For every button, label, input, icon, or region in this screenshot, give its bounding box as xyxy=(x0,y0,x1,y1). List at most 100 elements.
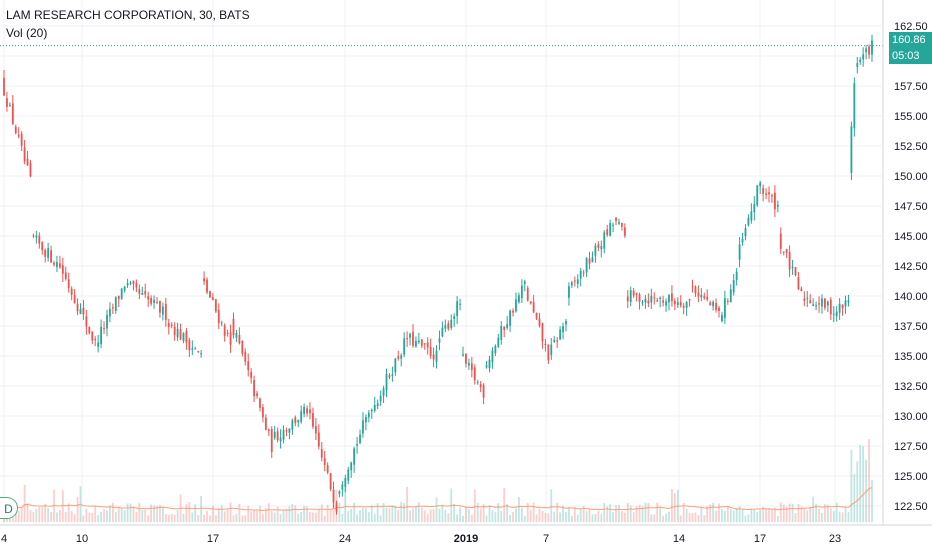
candle-body xyxy=(620,223,623,227)
volume-bar xyxy=(88,512,91,522)
y-tick-label: 125.00 xyxy=(894,471,928,483)
volume-bar xyxy=(17,510,20,522)
candle-body xyxy=(794,267,797,276)
volume-bar xyxy=(729,509,732,522)
candle-body xyxy=(244,351,247,362)
volume-bar xyxy=(856,461,859,522)
candle-body xyxy=(20,133,23,146)
x-tick-label: 14 xyxy=(673,533,685,545)
candle-body xyxy=(485,365,488,368)
volume-bar xyxy=(238,503,241,522)
volume-bar xyxy=(503,487,506,522)
candle-body xyxy=(809,300,812,304)
candle-body xyxy=(715,303,717,310)
volume-bar xyxy=(550,489,553,522)
candle-body xyxy=(135,283,138,288)
volume-bar xyxy=(309,512,311,522)
volume-bar xyxy=(750,508,753,522)
volume-bar xyxy=(741,508,744,522)
y-tick-label: 157.50 xyxy=(894,81,928,93)
volume-bar xyxy=(641,506,644,522)
candle-body xyxy=(188,339,191,351)
volume-bar xyxy=(264,508,267,522)
candle-body xyxy=(706,296,709,300)
y-tick-label: 135.00 xyxy=(894,351,928,363)
candle-body xyxy=(732,280,735,293)
volume-bar xyxy=(256,510,258,522)
candle-body xyxy=(303,406,306,415)
candle-body xyxy=(379,395,382,402)
candle-body xyxy=(535,312,538,319)
candle-body xyxy=(14,126,17,134)
volume-bar xyxy=(600,514,603,522)
candle-body xyxy=(473,367,476,381)
candle-body xyxy=(73,295,76,304)
volume-bar xyxy=(659,507,662,522)
volume-bar xyxy=(370,505,373,522)
volume-bar xyxy=(94,506,97,522)
candle-body xyxy=(832,313,835,315)
volume-bar xyxy=(712,502,715,522)
candle-body xyxy=(791,267,794,269)
dividend-marker[interactable]: D xyxy=(0,497,18,519)
candle-body xyxy=(441,327,444,337)
y-tick-label: 145.00 xyxy=(894,231,928,243)
volume-bar xyxy=(718,503,720,522)
volume-bar xyxy=(465,506,467,522)
candle-body xyxy=(773,192,776,210)
volume-ma-polyline xyxy=(3,487,873,511)
candle-body xyxy=(515,299,517,312)
volume-bar xyxy=(32,511,35,522)
candle-body xyxy=(382,388,385,396)
volume-bar xyxy=(126,503,129,522)
volume-bar xyxy=(279,514,282,522)
volume-bar xyxy=(344,485,347,522)
candle-body xyxy=(76,303,79,312)
volume-bar xyxy=(721,509,723,522)
candle-body xyxy=(370,409,373,412)
candle-body xyxy=(241,340,244,354)
volume-bar xyxy=(785,506,788,522)
candle-body xyxy=(694,286,697,294)
candle-body xyxy=(144,291,147,295)
x-tick-label: 4 xyxy=(1,533,7,545)
candle-body xyxy=(173,326,176,336)
candle-body xyxy=(785,249,788,253)
volume-bar xyxy=(488,505,491,522)
candle-body xyxy=(871,40,873,55)
candle-body xyxy=(47,248,50,258)
candle-body xyxy=(11,103,14,124)
volume-bar xyxy=(135,511,138,522)
candle-body xyxy=(520,285,523,299)
candle-body xyxy=(100,326,103,345)
volume-indicator-label[interactable]: Vol (20) xyxy=(6,26,48,40)
candle-body xyxy=(397,356,400,359)
volume-bar xyxy=(447,513,450,522)
volume-bar xyxy=(597,511,600,522)
volume-bar xyxy=(656,502,659,522)
volume-bar xyxy=(415,506,417,522)
volume-bar xyxy=(185,504,188,522)
candle-body xyxy=(8,105,11,107)
volume-bar xyxy=(559,512,562,522)
candle-body xyxy=(26,158,29,166)
candle-body xyxy=(317,432,320,447)
volume-bar xyxy=(367,512,370,522)
candle-body xyxy=(653,297,656,299)
volume-bar xyxy=(756,511,759,522)
volume-bar xyxy=(697,515,700,522)
candle-body xyxy=(332,489,335,503)
candle-body xyxy=(679,301,682,306)
candle-body xyxy=(97,342,100,347)
volume-bar xyxy=(441,504,444,522)
volume-bar xyxy=(270,510,273,522)
candle-body xyxy=(106,314,108,329)
volume-bar xyxy=(868,439,870,522)
candle-body xyxy=(294,417,297,424)
candle-body xyxy=(61,265,64,274)
volume-bar xyxy=(623,512,626,522)
candle-body xyxy=(253,380,256,397)
candle-body xyxy=(203,278,205,282)
